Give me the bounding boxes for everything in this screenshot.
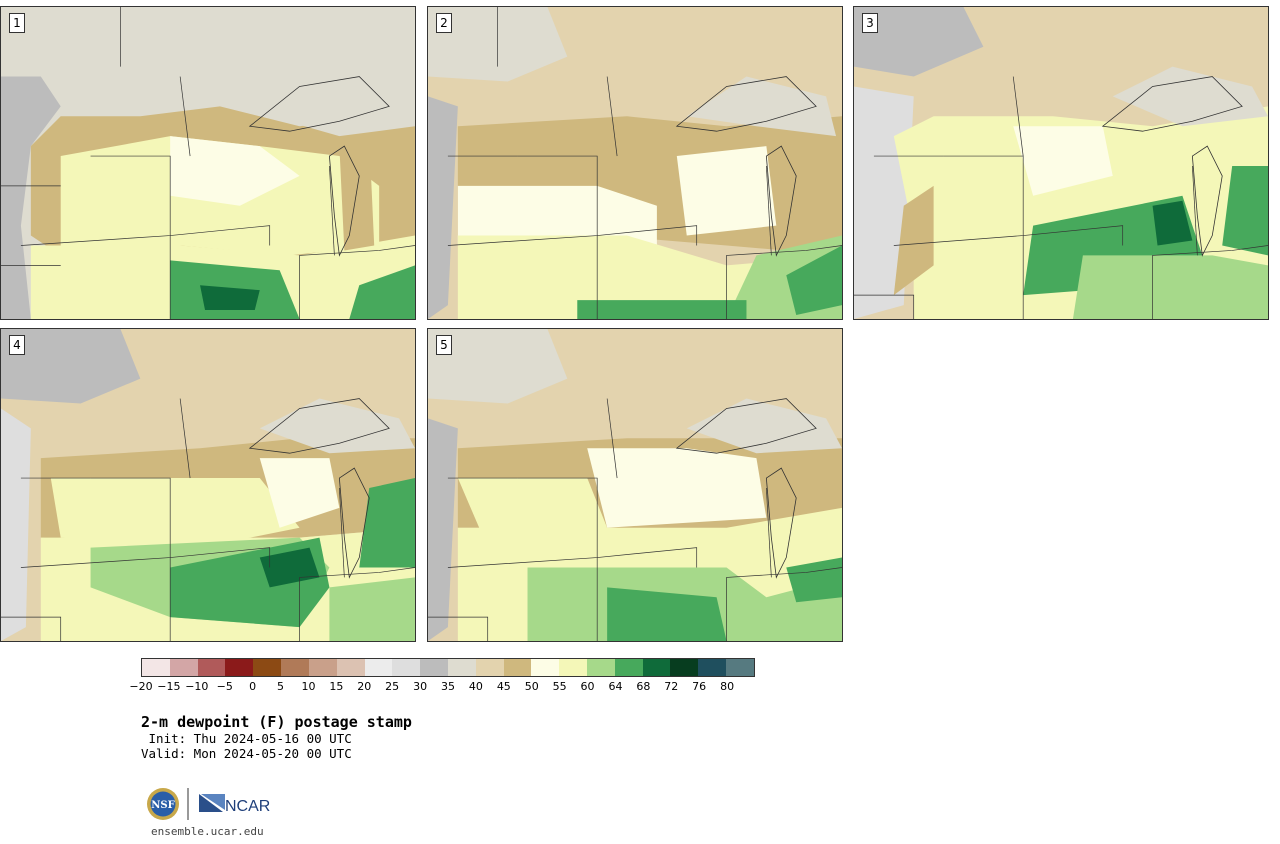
- colorbar-swatch: [308, 659, 337, 676]
- ensemble-member-map-2: 2: [427, 6, 843, 320]
- colorbar-tick-label: 25: [385, 680, 400, 693]
- colorbar-tick-label: −5: [216, 680, 233, 693]
- dewpoint-map-4: [1, 329, 415, 641]
- colorbar-swatch: [531, 659, 560, 676]
- colorbar-swatch: [503, 659, 532, 676]
- ensemble-member-map-1: 1: [0, 6, 416, 320]
- colorbar-tick-label: 80: [720, 680, 735, 693]
- valid-time: Valid: Mon 2024-05-20 00 UTC: [141, 746, 352, 761]
- colorbar-tick-label: −10: [185, 680, 209, 693]
- nsf-ncar-logo: NSF NCAR: [147, 788, 270, 820]
- colorbar-tick-label: 72: [664, 680, 679, 693]
- ensemble-member-map-4: 4: [0, 328, 416, 642]
- colorbar-swatch: [698, 659, 727, 676]
- colorbar-swatch: [336, 659, 365, 676]
- colorbar-swatch: [475, 659, 504, 676]
- member-number-label: 1: [9, 13, 25, 33]
- colorbar-tick-label: 55: [552, 680, 567, 693]
- colorbar-tick-label: 0: [249, 680, 257, 693]
- colorbar-tick-label: 76: [692, 680, 707, 693]
- dewpoint-map-2: [428, 7, 842, 319]
- colorbar-swatch: [364, 659, 393, 676]
- colorbar-swatch: [559, 659, 587, 676]
- colorbar-swatch: [169, 659, 198, 676]
- nsf-logo-text: NSF: [151, 800, 174, 811]
- dewpoint-colorbar: [141, 658, 755, 677]
- colorbar-tick-label: 50: [524, 680, 539, 693]
- colorbar-swatch: [392, 659, 421, 676]
- ensemble-member-map-5: 5: [427, 328, 843, 642]
- colorbar-swatch: [142, 659, 170, 676]
- init-time: Init: Thu 2024-05-16 00 UTC: [141, 731, 352, 746]
- colorbar-tick-label: 60: [580, 680, 595, 693]
- ncar-logo-text: NCAR: [225, 798, 270, 815]
- sponsor-logos: NSF NCAR: [145, 786, 275, 822]
- colorbar-tick-label: 64: [608, 680, 623, 693]
- colorbar-swatch: [225, 659, 254, 676]
- colorbar-tick-label: 40: [468, 680, 483, 693]
- member-number-label: 4: [9, 335, 25, 355]
- colorbar-swatch: [420, 659, 448, 676]
- colorbar-tick-label: −15: [157, 680, 181, 693]
- dewpoint-map-1: [1, 7, 415, 319]
- colorbar-tick-label: 15: [329, 680, 344, 693]
- colorbar-swatch: [281, 659, 309, 676]
- colorbar-swatch: [447, 659, 476, 676]
- colorbar-tick-labels: −20 −15 −10 −5 0 5 10 15 20 25 30 35 40 45 50 55 60 64 68 7…: [129, 680, 755, 694]
- ensemble-member-map-3: 3: [853, 6, 1269, 320]
- colorbar-tick-label: 10: [301, 680, 316, 693]
- colorbar-swatch: [587, 659, 615, 676]
- colorbar-swatch: [197, 659, 226, 676]
- colorbar-swatch: [614, 659, 643, 676]
- dewpoint-map-5: [428, 329, 842, 641]
- colorbar-tick-label: 35: [441, 680, 455, 693]
- dewpoint-map-3: [854, 7, 1268, 319]
- colorbar-swatch: [726, 659, 754, 676]
- colorbar-tick-label: 68: [636, 680, 651, 693]
- member-number-label: 5: [436, 335, 452, 355]
- member-number-label: 2: [436, 13, 452, 33]
- colorbar-tick-label: −20: [129, 680, 153, 693]
- colorbar-tick-label: 20: [357, 680, 372, 693]
- colorbar-tick-label: 5: [277, 680, 285, 693]
- source-url: ensemble.ucar.edu: [151, 825, 264, 838]
- colorbar-swatch: [253, 659, 282, 676]
- chart-title: 2-m dewpoint (F) postage stamp: [141, 713, 412, 731]
- colorbar-tick-label: 45: [496, 680, 511, 693]
- member-number-label: 3: [862, 13, 878, 33]
- colorbar-tick-label: 30: [413, 680, 428, 693]
- colorbar-swatch: [670, 659, 699, 676]
- colorbar-swatch: [642, 659, 671, 676]
